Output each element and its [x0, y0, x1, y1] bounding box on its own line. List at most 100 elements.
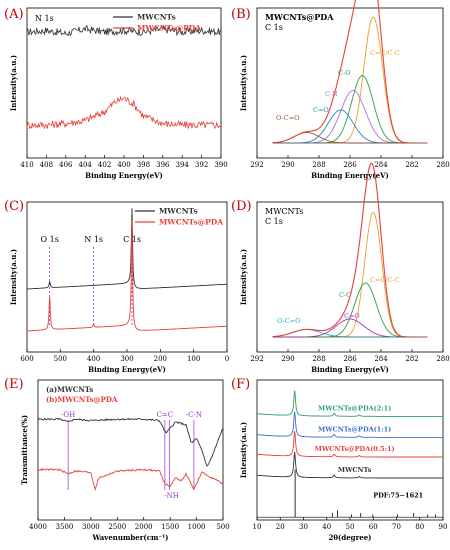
x-tick-label: 398 [137, 161, 150, 169]
x-axis-ticks: 292 290 288 286 284 282 280 [250, 349, 450, 363]
series-line [26, 220, 227, 332]
legend-entry: (b)MWCNTs@PDA [46, 395, 118, 404]
reference-label: PDF:75−1621 [373, 492, 423, 500]
x-tick-label: 282 [405, 355, 418, 363]
x-tick-label: 402 [98, 161, 111, 169]
x-tick-label: 100 [187, 355, 200, 363]
x-tick-label: 1500 [161, 523, 179, 531]
x-tick-label: 500 [54, 355, 67, 363]
x-tick-label: 408 [40, 161, 53, 169]
peak-marker-label: N 1s [84, 235, 103, 244]
series-line [257, 431, 443, 458]
x-tick-label: 40 [322, 523, 331, 531]
envelope-line [272, 0, 428, 144]
x-tick-label: 20 [276, 523, 285, 531]
x-tick-label: 4000 [29, 523, 47, 531]
y-axis-label: Intensity(a.u.) [239, 55, 248, 111]
x-tick-label: 200 [154, 355, 167, 363]
fit-peak [272, 16, 428, 144]
series-line [257, 390, 443, 417]
x-tick-label: 50 [346, 523, 355, 531]
x-tick-label: 292 [250, 161, 263, 169]
x-tick-label: 2500 [108, 523, 126, 531]
x-tick-label: 284 [374, 161, 388, 169]
panel-label-b: (B) [231, 7, 251, 22]
x-axis-label: Binding Energy(eV) [88, 365, 166, 374]
x-tick-label: 288 [312, 355, 325, 363]
series-line [37, 467, 224, 491]
x-tick-label: 288 [312, 161, 325, 169]
panel-annotation: N 1s [35, 14, 54, 23]
x-tick-label: 3000 [82, 523, 100, 531]
series-label: MWCNTs@PDA(2:1) [318, 404, 391, 412]
panel-label-f: (F) [231, 377, 250, 392]
legend: (a)MWCNTs(b)MWCNTs@PDA [46, 385, 118, 404]
series-line [257, 452, 443, 479]
x-tick-label: 290 [281, 355, 294, 363]
fit-peak [272, 329, 428, 338]
legend-entry: MWCNTs [159, 207, 198, 216]
x-tick-label: 292 [250, 355, 263, 363]
peak-label: C=O [344, 312, 360, 320]
x-tick-label: 400 [87, 355, 100, 363]
peak-label: C=O [313, 106, 329, 114]
panel-annotation: MWCNTs@PDA [265, 12, 334, 22]
y-axis-label: Intensity(a.u.) [239, 249, 248, 305]
x-axis-label: 2θ(degree) [328, 533, 371, 542]
x-tick-label: 300 [120, 355, 133, 363]
panel-annotation: C 1s [265, 23, 283, 32]
x-tick-label: 30 [299, 523, 308, 531]
plot-frame [37, 379, 224, 521]
x-tick-label: 396 [156, 161, 170, 169]
legend-entry: MWCNTs@PDA [159, 218, 223, 227]
panel-label-d: (D) [231, 199, 252, 214]
peak-label: O-C=O [276, 114, 300, 122]
x-tick-label: 1000 [188, 523, 206, 531]
x-tick-label: 2000 [135, 523, 153, 531]
x-tick-label: 10 [253, 523, 262, 531]
series-line [26, 95, 222, 130]
band-marker-label: C=C [157, 411, 174, 419]
legend-entry: MWCNTs [137, 13, 176, 22]
panel-label-a: (A) [4, 7, 24, 22]
peak-label: O-C=O [277, 317, 301, 325]
x-tick-label: 404 [79, 161, 93, 169]
x-tick-label: 500 [216, 523, 229, 531]
x-tick-label: 286 [343, 355, 357, 363]
x-axis-ticks: 292 290 288 286 284 282 280 [250, 155, 450, 169]
band-marker-label: -OH [61, 411, 75, 419]
peak-label: C-O [338, 69, 351, 77]
panel-annotation: C 1s [265, 217, 283, 226]
x-axis-ticks: 4000 3500 3000 2500 2000 1500 1000 500 [29, 517, 230, 531]
x-tick-label: 280 [436, 161, 449, 169]
x-axis-ticks: 410 408 406 404 402 400 398 396 394 392 390 [20, 155, 228, 169]
x-axis-label: Binding Energy(eV) [311, 365, 389, 374]
legend-entry: MWCNTs@PDA [137, 24, 201, 33]
peak-marker-label: O 1s [41, 235, 59, 244]
panel-label-e: (E) [4, 377, 24, 392]
x-tick-label: 280 [436, 355, 449, 363]
x-axis-ticks: 600 500 400 300 200 100 0 [20, 349, 229, 363]
series-line [257, 411, 443, 438]
x-tick-label: 286 [343, 161, 357, 169]
band-marker-label: -NH [164, 492, 179, 500]
panel-e: 4000 3500 3000 2500 2000 1500 1000 500 Wavenumbe… [20, 379, 230, 542]
plot-frame [256, 7, 444, 159]
series-label: MWCNTs@PDA(1:1) [318, 425, 391, 433]
x-tick-label: 410 [20, 161, 33, 169]
panel-f: 10 20 30 40 50 60 70 80 90 2θ(degree) Intensity(a.… [239, 379, 447, 542]
legend: MWCNTs MWCNTs@PDA [113, 13, 201, 33]
series-label: MWCNTs [338, 466, 372, 474]
x-tick-label: 0 [225, 355, 229, 363]
panel-c: 600 500 400 300 200 100 0 Binding Energy(eV) Int… [9, 201, 229, 374]
y-axis-label: Intensity(a.u.) [239, 422, 248, 478]
x-axis-label: Binding Energy(eV) [85, 171, 163, 180]
x-tick-label: 80 [415, 523, 424, 531]
peak-label: C-O [339, 291, 352, 299]
panel-b: 292 290 288 286 284 282 280 Binding Energy(eV) I… [239, 0, 450, 180]
x-tick-label: 400 [117, 161, 130, 169]
envelope-line [272, 162, 428, 338]
series-line [37, 417, 224, 467]
x-tick-label: 406 [59, 161, 73, 169]
